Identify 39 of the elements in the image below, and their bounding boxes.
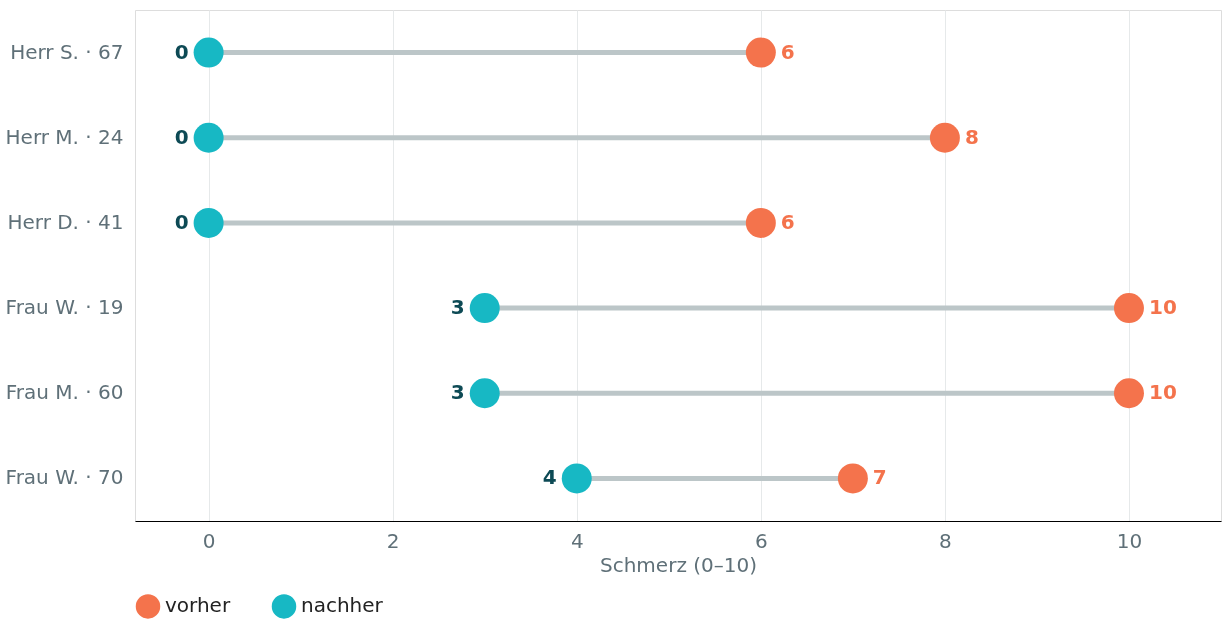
point <box>745 207 776 238</box>
point <box>561 463 592 494</box>
point <box>1113 293 1144 324</box>
legend-label: nachher <box>301 593 384 618</box>
y-tick-label: Herr S. · 67 <box>10 39 124 64</box>
data-label: 0 <box>174 209 189 234</box>
data-label: 0 <box>174 124 189 149</box>
x-tick-label: 2 <box>386 528 400 553</box>
x-axis-title: Schmerz (0–10) <box>599 552 758 577</box>
point <box>193 122 224 153</box>
data-label: 10 <box>1148 380 1177 405</box>
x-tick-label: 6 <box>754 528 768 553</box>
data-label: 7 <box>872 465 887 490</box>
point <box>193 37 224 68</box>
data-label: 10 <box>1148 295 1177 320</box>
x-tick-label: 4 <box>570 528 584 553</box>
data-label: 3 <box>450 380 465 405</box>
data-label: 8 <box>964 124 979 149</box>
point <box>469 378 500 409</box>
legend-label: vorher <box>165 593 231 618</box>
point <box>837 463 868 494</box>
point <box>1113 378 1144 409</box>
point <box>469 293 500 324</box>
x-tick-label: 0 <box>202 528 216 553</box>
y-tick-label: Frau W. · 19 <box>5 295 124 320</box>
x-tick-label: 10 <box>1116 528 1143 553</box>
data-label: 6 <box>780 39 795 64</box>
data-label: 0 <box>174 39 189 64</box>
data-label: 6 <box>780 209 795 234</box>
y-tick-label: Frau M. · 60 <box>5 380 124 405</box>
data-label: 3 <box>450 295 465 320</box>
y-tick-label: Frau W. · 70 <box>5 465 124 490</box>
data-label: 4 <box>542 465 557 490</box>
point <box>929 122 960 153</box>
y-tick-label: Herr D. · 41 <box>7 209 124 234</box>
point <box>745 37 776 68</box>
point <box>193 207 224 238</box>
y-tick-label: Herr M. · 24 <box>5 124 124 149</box>
x-tick-label: 8 <box>939 528 952 553</box>
